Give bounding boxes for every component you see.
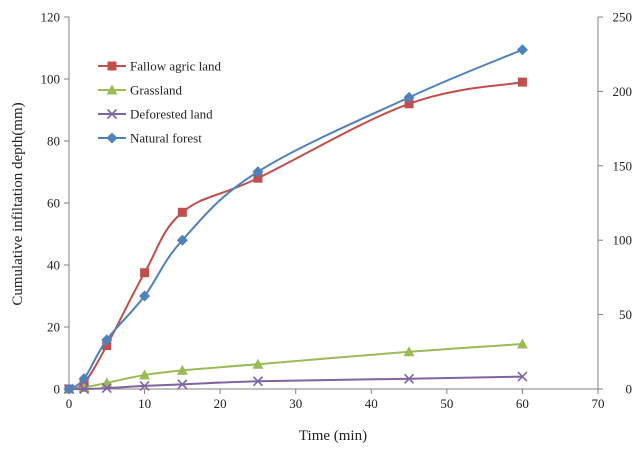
y2-tick-label: 200 [613,84,633,99]
y-tick-label: 100 [41,72,61,87]
data-point [63,383,75,395]
x-tick-label: 50 [440,396,453,411]
series-line [68,375,523,391]
data-point [177,379,188,390]
axes: 0 10 20 30 40 50 60 70 0 20 40 60 80 100 120 0 50 100 150 2… [41,10,633,412]
y2-tick-label: 150 [613,158,633,173]
series-line [68,343,523,390]
x-tick-label: 20 [214,396,227,411]
data-point [404,99,414,109]
y-tick-label: 0 [54,382,61,397]
series-grassland [63,338,528,394]
data-point [252,376,263,387]
data-point [176,364,188,375]
x-tick-label: 70 [592,396,605,411]
legend-marker [107,61,117,71]
y-axis-title: Cumulative infiltation depth(mm) [10,102,26,305]
data-point [176,234,188,246]
legend-entry: Fallow agric land [98,59,221,74]
x-tick-label: 30 [289,396,302,411]
legend-label: Grassland [130,83,182,98]
series-line [68,48,523,390]
series-fallow-agric-land [64,77,527,394]
legend: Fallow agric land Grassland Deforested lan… [98,59,221,146]
data-point [253,173,263,183]
y2-tick-label: 100 [613,233,633,248]
data-point [140,268,150,278]
y2-tick-label: 250 [613,10,633,25]
data-point [517,371,528,382]
x-tick-label: 10 [138,396,151,411]
legend-marker [106,84,118,95]
y2-tick-label: 50 [619,307,632,322]
data-point [139,380,150,391]
data-point [403,346,415,357]
x-axis-title: Time (min) [299,428,367,444]
data-point [252,358,264,369]
x-tick-label: 0 [66,396,73,411]
y-tick-label: 60 [47,196,60,211]
data-point [101,334,113,346]
data-point [252,166,264,178]
data-point [78,373,90,385]
data-point [101,383,112,394]
legend-label: Fallow agric land [130,59,221,74]
x-tick-label: 40 [365,396,378,411]
data-point [516,338,528,349]
data-point [177,207,187,217]
series-layer [63,44,528,395]
y-tick-label: 40 [47,258,60,273]
data-point [102,341,112,351]
y-tick-label: 20 [47,320,60,335]
x-tick-label: 60 [516,396,529,411]
legend-label: Natural forest [130,131,202,146]
legend-marker [106,108,118,120]
y2-tick-label: 0 [626,382,633,397]
legend-label: Deforested land [130,107,213,122]
legend-entry: Grassland [98,83,182,98]
data-point [404,373,415,384]
series-line [68,81,523,390]
data-point [79,383,90,395]
y-tick-label: 80 [47,134,60,149]
y-tick-label: 120 [41,10,61,25]
data-point [517,77,527,87]
data-point [516,44,528,56]
legend-entry: Natural forest [98,131,202,146]
legend-entry: Deforested land [98,107,213,122]
series-natural-forest [63,44,528,395]
data-point [139,369,151,380]
data-point [403,91,415,103]
data-point [139,290,151,302]
legend-marker [106,132,118,144]
